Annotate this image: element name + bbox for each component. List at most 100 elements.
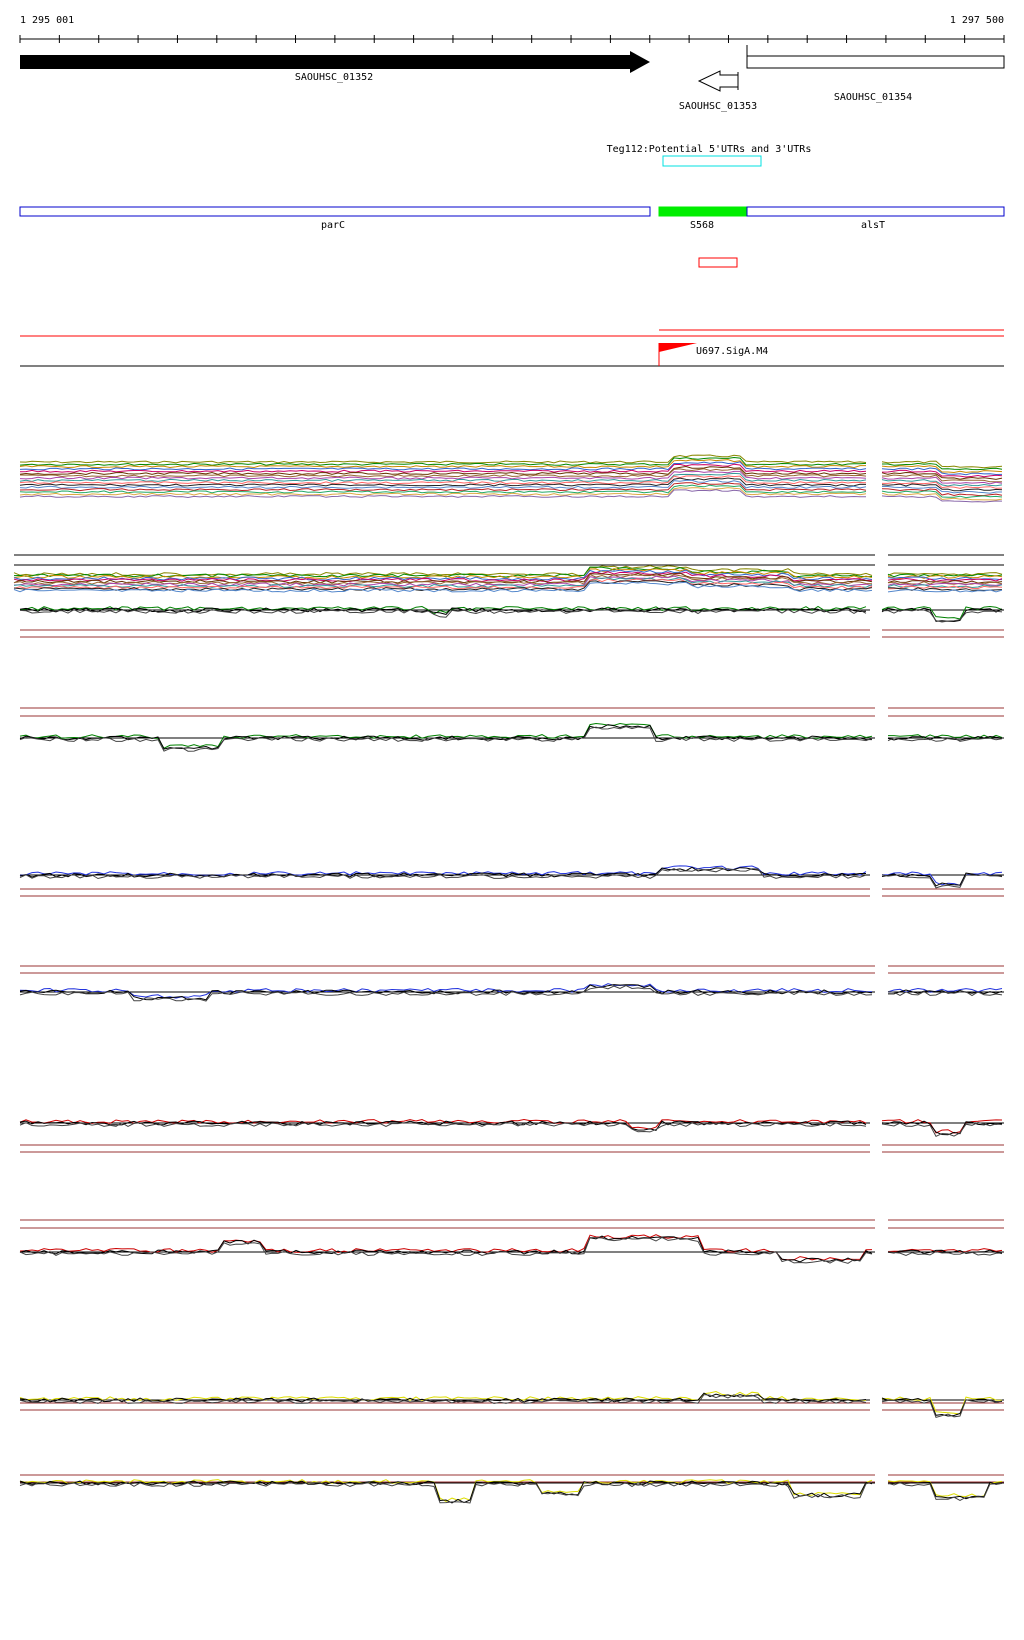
track-signal-line (19, 866, 866, 878)
track-signal-line (887, 737, 1003, 742)
multi2-track-line (13, 577, 873, 589)
promoter-flag[interactable] (659, 343, 697, 352)
multi-track-line (881, 467, 1003, 476)
multi2-track-line (13, 565, 873, 576)
track-signal-line (19, 1481, 873, 1504)
multi2-track-line (887, 576, 1003, 581)
multi-track-line (19, 477, 867, 487)
multi-track-line (881, 490, 1003, 499)
track-signal-line (881, 871, 1003, 886)
annotation-parc[interactable] (19, 206, 651, 217)
multi2-track-line (887, 573, 1003, 578)
track-signal-line (19, 1236, 873, 1264)
multi-track-line (19, 470, 867, 480)
annotation-track: parC S568 alsT (19, 206, 1005, 268)
multi-track-line (881, 483, 1003, 492)
multi-track-line (19, 482, 867, 492)
multi2-track-line (887, 577, 1003, 582)
track-signal-line (887, 987, 1003, 993)
track-signal-line (19, 607, 867, 615)
track-signal-line (881, 605, 1003, 620)
multi2-track-line (13, 578, 873, 590)
track-signal-line (887, 1481, 1003, 1500)
track-signal-line (881, 1397, 1003, 1417)
track-signal-line (881, 1120, 1003, 1136)
multi2-track-line (887, 584, 1003, 589)
track-signal-line (881, 1396, 1003, 1415)
multi2-track-line (13, 569, 873, 581)
multi-track-line (881, 479, 1003, 487)
multi-track-line (881, 465, 1003, 474)
multi-track-line (19, 472, 867, 482)
track-signal-line (19, 984, 873, 1001)
track-signal-line (887, 991, 1003, 997)
gene-arrow-saouhsc-01352[interactable] (20, 51, 650, 73)
multi-track-line (882, 462, 1003, 471)
track-signal-line (881, 1119, 1003, 1134)
utr-track-label: Teg112:Potential 5'UTRs and 3'UTRs (607, 144, 812, 155)
track-signal-line (19, 605, 867, 615)
track-signal-line (19, 983, 873, 999)
gene-arrow-saouhsc-01353[interactable] (697, 70, 739, 92)
track-signal-line (887, 1251, 1003, 1257)
multi-track-line (881, 488, 1003, 497)
gene-box-saouhsc-01354[interactable] (746, 55, 1005, 69)
utr-track: Teg112:Potential 5'UTRs and 3'UTRs (607, 144, 812, 167)
multi-track-line (881, 476, 1003, 485)
annotation-label-parc: parC (321, 220, 345, 231)
multi2-track-line (887, 579, 1003, 584)
multi-track-line (19, 484, 867, 494)
promoter-track: U697.SigA.M4 (20, 329, 1004, 367)
track-signal-line (19, 1390, 867, 1402)
track-signal-line (887, 735, 1003, 741)
multi-track-line (19, 463, 867, 473)
multi-track-line (881, 460, 1003, 469)
utr-box[interactable] (662, 155, 762, 167)
gene-label-saouhsc-01353: SAOUHSC_01353 (679, 101, 757, 112)
track-signal-line (887, 1482, 1003, 1501)
coordinate-ruler: 1 295 001 1 297 500 (19, 15, 1005, 43)
multi-track-line (19, 479, 867, 489)
track-signal-line (881, 1121, 1003, 1138)
track-signal-line (19, 1480, 873, 1504)
annotation-s568[interactable] (658, 206, 748, 217)
multi-track-line (19, 454, 867, 464)
gene-label-saouhsc-01352: SAOUHSC_01352 (295, 72, 373, 83)
expression-tracks (13, 454, 1004, 1504)
track-signal-line (19, 865, 867, 876)
track-signal-line (19, 1392, 867, 1403)
track-signal-line (19, 608, 867, 618)
feature-red-box[interactable] (698, 257, 738, 268)
multi2-track-line (887, 587, 1003, 591)
gene-label-saouhsc-01354: SAOUHSC_01354 (834, 92, 912, 103)
track-signal-line (19, 1234, 873, 1261)
ruler-start-label: 1 295 001 (20, 15, 74, 26)
multi-track-line (881, 495, 1003, 503)
track-signal-line (881, 874, 1003, 889)
multi-track-line (19, 465, 867, 476)
annotation-alst[interactable] (746, 206, 1005, 217)
track-signal-line (888, 734, 1003, 739)
multi-track-line (19, 475, 867, 485)
multi2-track-line (887, 589, 1003, 593)
multi2-track-line (887, 575, 1003, 580)
multi2-track-line (887, 582, 1003, 586)
ruler-ticks (19, 35, 1005, 43)
track-signal-line (19, 1479, 873, 1502)
track-signal-line (881, 609, 1003, 623)
multi-track-line (19, 456, 867, 466)
track-signal-line (19, 726, 873, 752)
annotation-label-alst: alsT (861, 220, 885, 231)
track-signal-line (19, 1235, 873, 1263)
multi-track-line (882, 486, 1002, 494)
track-signal-line (19, 984, 873, 1002)
multi-track-line (881, 471, 1003, 480)
track-signal-line (19, 1394, 867, 1405)
multi-track-line (19, 459, 866, 469)
track-signal-line (881, 1399, 1003, 1419)
gene-track: SAOUHSC_01352 SAOUHSC_01353 SAOUHSC_0135… (20, 45, 1005, 112)
multi-track-line (19, 461, 867, 471)
multi-track-line (882, 481, 1003, 489)
multi-track-line (19, 487, 867, 496)
multi-track-line (881, 492, 1003, 501)
